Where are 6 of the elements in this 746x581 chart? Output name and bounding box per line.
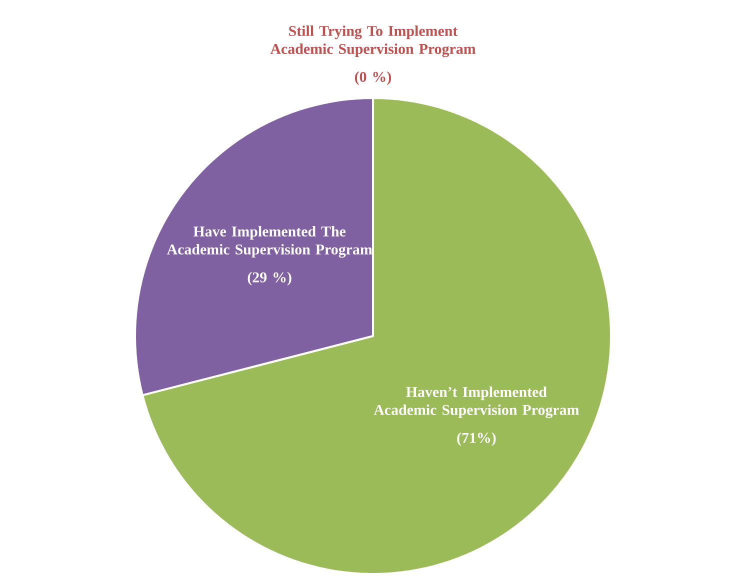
- data-label: (71%): [457, 432, 496, 446]
- text: (0 %): [354, 71, 392, 85]
- slice-label: Haven’t Implemented Academic Supervision Program: [374, 386, 579, 418]
- category-label: Still Trying To Implement Academic Supervision Program: [270, 26, 476, 58]
- data-label: (29 %): [248, 272, 292, 286]
- slice-label: Have Implemented The Academic Supervision Program: [166, 226, 372, 258]
